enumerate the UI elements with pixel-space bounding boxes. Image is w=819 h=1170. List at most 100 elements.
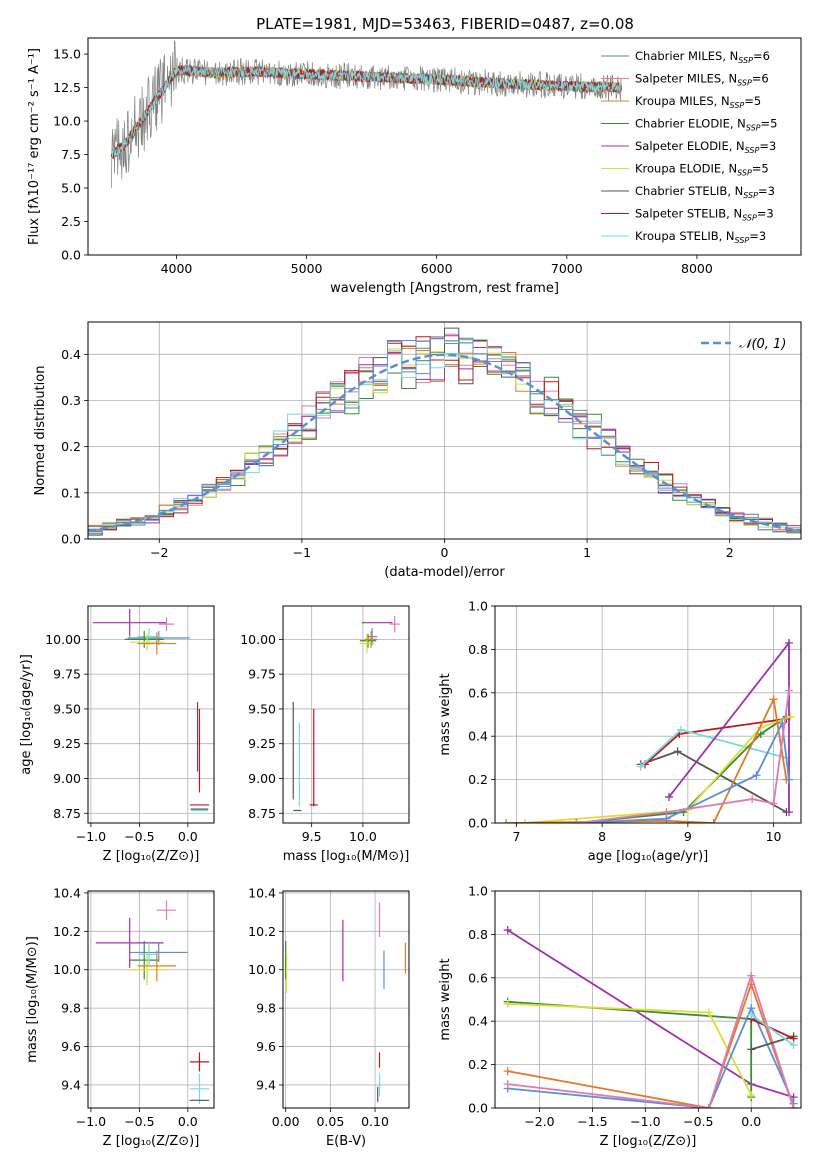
age_vs_Z-frame: [87, 605, 215, 824]
y-tick-label: 9.75: [248, 667, 276, 682]
x-tick-label: −1.0: [630, 1114, 660, 1129]
weight-marker: [636, 762, 645, 771]
weight-marker: [769, 799, 778, 808]
y-tick-label: 9.50: [248, 701, 276, 716]
x-axis-label: age [log₁₀(age/yr)]: [588, 849, 709, 864]
legend-label-sub: SSP: [737, 79, 752, 88]
y-axis-label: age [log₁₀(age/yr)]: [19, 654, 34, 775]
weight-marker: [704, 1104, 713, 1108]
legend-label-sub: SSP: [735, 236, 750, 245]
legend-label-part: =6: [753, 49, 770, 63]
x-axis-label: (data-model)/error: [384, 565, 505, 580]
weight-marker: [572, 819, 581, 823]
y-axis-label: mass weight: [438, 958, 453, 1040]
y-tick-label: 1.0: [468, 599, 488, 614]
weight_vs_age-frame: [494, 605, 802, 824]
x-tick-label: 1: [583, 545, 591, 560]
y-tick-label: 9.4: [61, 1077, 81, 1092]
weight-marker: [677, 725, 685, 734]
weight_vs_Z-plot-area: [503, 926, 798, 1108]
legend-label-part: =5: [761, 117, 778, 131]
legend-label-part: =5: [752, 162, 769, 176]
x-axis-label: Z [log₁₀(Z/Z⊙)]: [600, 1134, 697, 1149]
histogram-9: [88, 339, 801, 533]
legend-label: Salpeter STELIB, NSSP=3: [635, 207, 774, 223]
weight-marker: [785, 808, 793, 817]
spectrum-panel: 4000 5000 6000 7000 8000 0.0 2.5 5.0 7.5 10.0 12.5…: [27, 37, 802, 296]
mass_vs_Z-plot-area: [95, 900, 210, 1105]
gaussian-curve: [88, 353, 801, 533]
x-tick-label: −0.5: [683, 1114, 713, 1129]
weight-marker: [665, 792, 673, 801]
legend-label-part: Chabrier ELODIE, N: [635, 117, 746, 131]
legend-label: Chabrier STELIB, NSSP=3: [635, 184, 775, 200]
weight_vs_age-plot-area: [502, 638, 795, 823]
legend-label: Salpeter ELODIE, NSSP=3: [635, 139, 776, 155]
y-tick-label: 0.8: [468, 642, 488, 657]
y-tick-label: 0.6: [468, 685, 488, 700]
x-tick-label: −1.0: [76, 829, 106, 844]
weight-marker: [786, 712, 795, 721]
y-tick-label: 9.25: [248, 736, 276, 751]
y-tick-label: 9.75: [53, 667, 81, 682]
age_vs_Z-plot-area: [92, 608, 210, 812]
x-axis-label: Z [log₁₀(Z/Z⊙)]: [103, 849, 200, 864]
y-tick-label: 9.8: [61, 1001, 81, 1016]
legend-label-sub: SSP: [742, 214, 757, 223]
x-tick-label: 8000: [681, 261, 713, 276]
weight_vs_Z-frame: [494, 890, 802, 1109]
age_vs_mass-frame: [282, 605, 410, 824]
x-tick-label: 7000: [551, 261, 583, 276]
weight-marker: [503, 926, 512, 935]
x-tick-label: 8: [598, 829, 606, 844]
weight-marker: [789, 1041, 798, 1050]
x-tick-label: 9: [684, 829, 692, 844]
x-axis-label: mass [log₁₀(M/M⊙)]: [283, 849, 410, 864]
y-tick-label: 5.0: [61, 181, 81, 196]
x-tick-label: 2: [726, 545, 734, 560]
y-tick-label: 9.50: [53, 701, 81, 716]
legend-label: Salpeter MILES, NSSP=6: [635, 72, 769, 88]
legend-label: Chabrier ELODIE, NSSP=5: [635, 117, 777, 133]
model-line-9: [111, 65, 622, 157]
legend-label-part: =3: [757, 207, 774, 221]
weight-marker: [748, 795, 757, 804]
weight-line-2: [507, 1000, 753, 1098]
figure-title: PLATE=1981, MJD=53463, FIBERID=0487, z=0…: [256, 15, 634, 33]
y-tick-label: 10.2: [53, 924, 81, 939]
y-tick-label: 0.0: [468, 816, 488, 831]
legend-label-part: Kroupa MILES, N: [635, 94, 730, 108]
weight-line-9: [750, 1013, 795, 1046]
legend-label: 𝒩(0, 1): [739, 337, 786, 352]
x-tick-label: −2.0: [524, 1114, 554, 1129]
weight-marker: [785, 775, 793, 784]
weight-marker: [502, 819, 511, 823]
legend-label-part: Salpeter ELODIE, N: [635, 139, 745, 153]
weight-marker: [785, 686, 793, 695]
y-tick-label: 0.0: [61, 532, 81, 547]
y-tick-label: 9.8: [256, 1001, 276, 1016]
charts-container: 4000 5000 6000 7000 80000.02.55.07.510.012.5…: [19, 37, 802, 1149]
y-tick-label: 2.5: [61, 214, 81, 229]
weight-line-5: [507, 1005, 795, 1108]
legend-label-part: =3: [758, 184, 775, 198]
mass_vs_Z-panel: −1.0 −0.5 0.0 9.4 9.6 9.8 10.0 10.2 10.4 Z [log₁₀…: [25, 885, 215, 1149]
legend-label-part: Salpeter STELIB, N: [635, 207, 742, 221]
weight-marker: [785, 638, 793, 647]
y-tick-label: 0.8: [468, 927, 488, 942]
legend-label-part: =3: [749, 229, 766, 243]
x-tick-label: 5000: [291, 261, 323, 276]
x-tick-label: −2: [150, 545, 168, 560]
x-tick-label: 6000: [421, 261, 453, 276]
x-tick-label: 10.0: [349, 829, 377, 844]
histogram-10: [88, 337, 801, 531]
weight-line-3: [507, 1002, 753, 1096]
x-tick-label: 9.5: [302, 829, 322, 844]
y-tick-label: 7.5: [61, 147, 81, 162]
y-tick-label: 0.0: [61, 248, 81, 263]
y-axis-label: Normed distribution: [33, 366, 48, 496]
legend-label-sub: SSP: [743, 191, 758, 200]
age_vs_mass-plot-area: [292, 615, 400, 812]
weight-marker: [503, 1067, 512, 1076]
